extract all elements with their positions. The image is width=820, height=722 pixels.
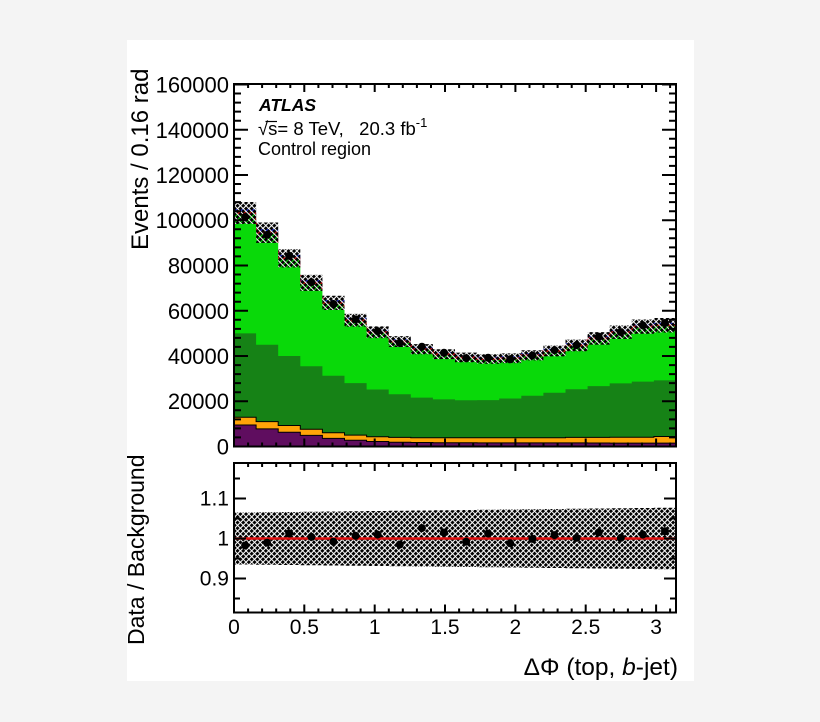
svg-text:ATLAS: ATLAS — [258, 95, 316, 115]
svg-text:2: 2 — [510, 616, 522, 639]
svg-text:ΔΦ (top, b-jet): ΔΦ (top, b-jet) — [524, 654, 678, 681]
svg-text:80000: 80000 — [168, 254, 229, 279]
svg-text:1.1: 1.1 — [200, 488, 229, 511]
svg-text:3: 3 — [650, 616, 662, 639]
svg-text:Data / Background: Data / Background — [123, 454, 149, 645]
svg-text:1: 1 — [369, 616, 381, 639]
svg-text:100000: 100000 — [156, 208, 229, 233]
svg-text:1.5: 1.5 — [430, 616, 459, 639]
svg-text:40000: 40000 — [168, 344, 229, 369]
svg-text:2.5: 2.5 — [571, 616, 600, 639]
svg-text:20000: 20000 — [168, 389, 229, 414]
svg-text:0: 0 — [228, 616, 240, 639]
svg-text:√s= 8 TeV, 20.3 fb-1: √s= 8 TeV, 20.3 fb-1 — [258, 115, 427, 139]
svg-text:160000: 160000 — [156, 73, 229, 98]
svg-text:Control region: Control region — [258, 139, 371, 159]
svg-text:60000: 60000 — [168, 299, 229, 324]
svg-text:1: 1 — [217, 528, 229, 551]
svg-text:0.9: 0.9 — [200, 568, 229, 591]
svg-text:Events / 0.16 rad: Events / 0.16 rad — [127, 69, 154, 250]
svg-text:0: 0 — [217, 435, 229, 460]
svg-text:140000: 140000 — [156, 118, 229, 143]
svg-text:120000: 120000 — [156, 163, 229, 188]
svg-text:0.5: 0.5 — [290, 616, 319, 639]
